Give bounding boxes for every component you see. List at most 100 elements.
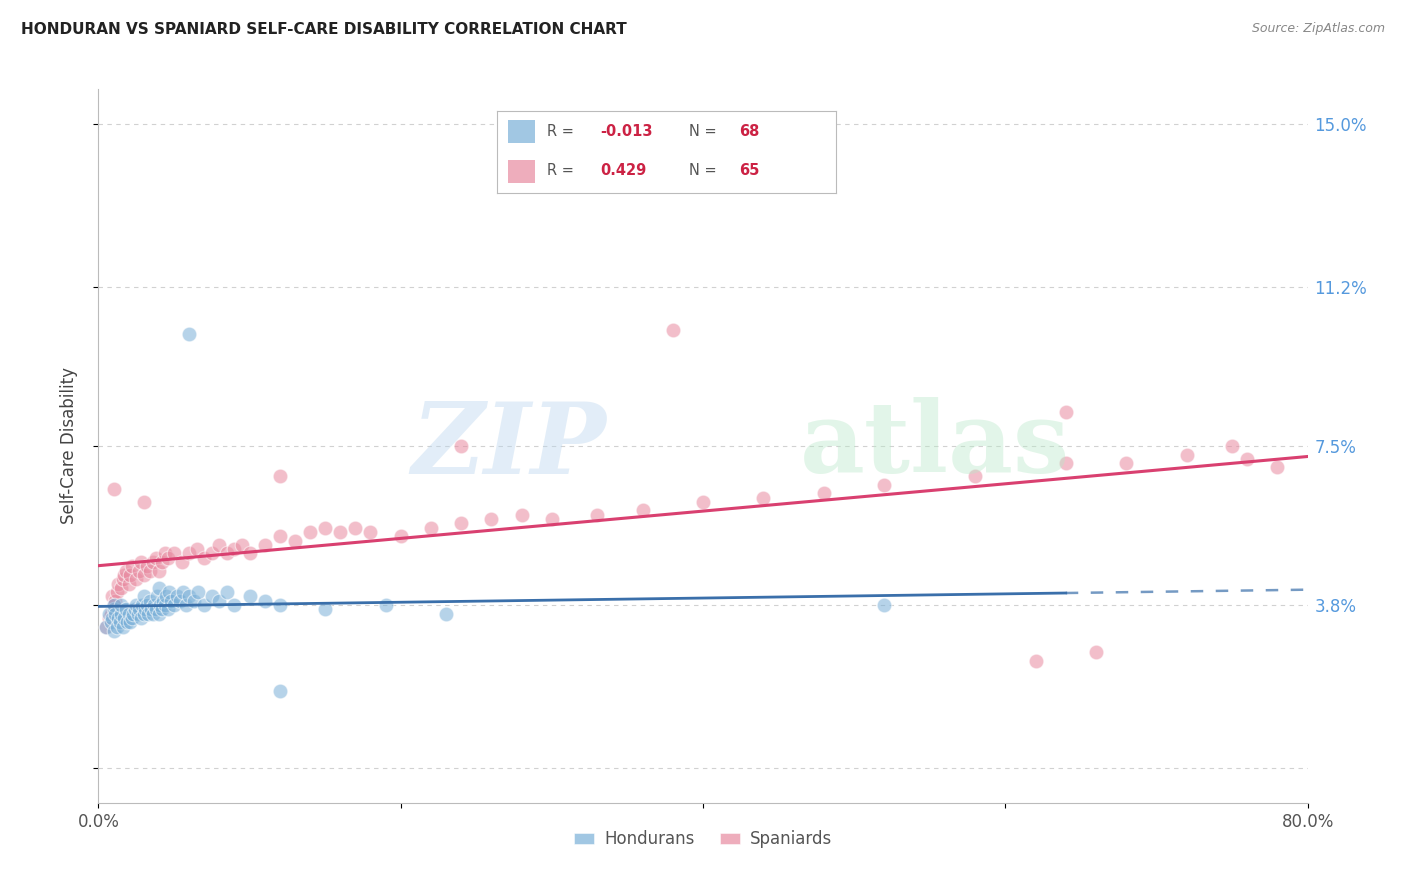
Point bbox=[201, 546, 224, 560]
Point bbox=[107, 576, 129, 591]
Point bbox=[269, 469, 291, 483]
Point bbox=[224, 542, 246, 557]
Point bbox=[128, 602, 150, 616]
Point bbox=[813, 486, 835, 500]
Point bbox=[129, 555, 152, 569]
Point bbox=[1236, 451, 1258, 466]
Point bbox=[103, 598, 125, 612]
Point bbox=[98, 607, 121, 621]
Point bbox=[1054, 456, 1077, 470]
Point bbox=[163, 598, 186, 612]
Point bbox=[115, 615, 138, 630]
Point bbox=[1024, 654, 1046, 668]
Point bbox=[193, 598, 215, 612]
Point bbox=[239, 546, 262, 560]
Point bbox=[112, 568, 135, 582]
Point bbox=[112, 611, 135, 625]
Point bbox=[314, 521, 336, 535]
Point bbox=[172, 585, 194, 599]
Point bbox=[163, 546, 186, 560]
Point bbox=[120, 568, 142, 582]
Point bbox=[148, 581, 170, 595]
Point bbox=[179, 590, 201, 604]
Point bbox=[208, 593, 231, 607]
Point bbox=[122, 607, 145, 621]
Point bbox=[1054, 404, 1077, 418]
Point bbox=[631, 503, 654, 517]
Point bbox=[105, 585, 128, 599]
Point bbox=[434, 607, 457, 621]
Point bbox=[193, 550, 215, 565]
Point bbox=[111, 572, 134, 586]
Point bbox=[389, 529, 412, 543]
Point bbox=[215, 546, 238, 560]
Point bbox=[148, 607, 170, 621]
Y-axis label: Self-Care Disability: Self-Care Disability bbox=[59, 368, 77, 524]
Point bbox=[100, 607, 122, 621]
Point bbox=[299, 524, 322, 539]
Text: atlas: atlas bbox=[800, 398, 1070, 494]
Point bbox=[101, 590, 124, 604]
Point bbox=[152, 593, 174, 607]
Point bbox=[166, 590, 188, 604]
Point bbox=[374, 598, 396, 612]
Point bbox=[183, 593, 205, 607]
Point bbox=[103, 624, 125, 638]
Point bbox=[94, 619, 117, 633]
Point bbox=[132, 495, 155, 509]
Point bbox=[160, 593, 183, 607]
Point bbox=[450, 439, 472, 453]
Point bbox=[155, 590, 177, 604]
Point bbox=[135, 598, 157, 612]
Point bbox=[104, 593, 127, 607]
Point bbox=[148, 564, 170, 578]
Point bbox=[269, 684, 291, 698]
Point bbox=[692, 495, 714, 509]
Point bbox=[215, 585, 238, 599]
Point bbox=[100, 615, 122, 630]
Text: HONDURAN VS SPANIARD SELF-CARE DISABILITY CORRELATION CHART: HONDURAN VS SPANIARD SELF-CARE DISABILIT… bbox=[21, 22, 627, 37]
Point bbox=[107, 611, 129, 625]
Point bbox=[131, 598, 153, 612]
Point bbox=[179, 327, 201, 342]
Point bbox=[329, 524, 352, 539]
Point bbox=[94, 619, 117, 633]
Point bbox=[187, 585, 209, 599]
Point bbox=[586, 508, 609, 522]
Point bbox=[104, 607, 127, 621]
Point bbox=[121, 559, 143, 574]
Point bbox=[150, 602, 173, 616]
Point bbox=[344, 521, 367, 535]
Point bbox=[284, 533, 307, 548]
Point bbox=[201, 590, 224, 604]
Point bbox=[145, 550, 167, 565]
Point bbox=[540, 512, 562, 526]
Point bbox=[121, 611, 143, 625]
Point bbox=[360, 524, 382, 539]
Point bbox=[150, 555, 173, 569]
Point bbox=[145, 602, 167, 616]
Text: ZIP: ZIP bbox=[412, 398, 606, 494]
Point bbox=[752, 491, 775, 505]
Point bbox=[110, 607, 132, 621]
Point bbox=[142, 555, 165, 569]
Point bbox=[108, 615, 131, 630]
Point bbox=[98, 611, 121, 625]
Point bbox=[110, 598, 132, 612]
Point bbox=[186, 542, 208, 557]
Point bbox=[156, 602, 179, 616]
Point bbox=[139, 593, 162, 607]
Point bbox=[111, 619, 134, 633]
Point bbox=[153, 598, 176, 612]
Point bbox=[1267, 460, 1289, 475]
Point bbox=[136, 607, 159, 621]
Point bbox=[661, 323, 683, 337]
Point bbox=[114, 602, 136, 616]
Point bbox=[141, 602, 163, 616]
Point bbox=[132, 607, 155, 621]
Point bbox=[208, 538, 231, 552]
Point bbox=[134, 602, 156, 616]
Point bbox=[1175, 448, 1198, 462]
Point bbox=[1085, 645, 1108, 659]
Point bbox=[103, 482, 125, 496]
